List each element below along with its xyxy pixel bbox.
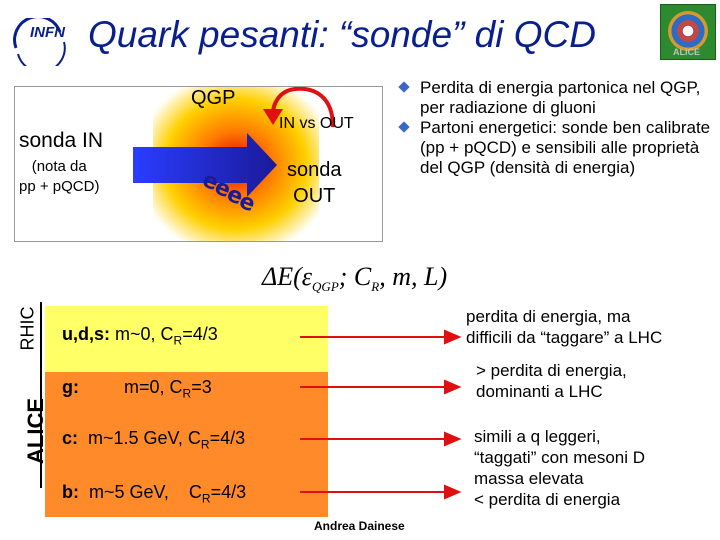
in-vs-out-label: IN vs OUT	[279, 115, 354, 132]
row-bottom: b: m~5 GeV, CR=4/3	[62, 482, 246, 506]
row-text: m=0, C	[79, 377, 183, 397]
formula-delta-e: ΔE(ε	[262, 262, 313, 291]
row-gluon: g: m=0, CR=3	[62, 377, 212, 401]
row-text: m~1.5 GeV, C	[78, 428, 201, 448]
row-tail: =4/3	[209, 428, 246, 448]
row-tail: =4/3	[210, 482, 247, 502]
probe-out-line2: OUT	[293, 185, 336, 207]
probe-diagram: e e e e QGP sonda IN (nota da pp + pQCD)…	[14, 86, 383, 242]
probe-in-note-line2: pp + pQCD)	[19, 178, 100, 195]
probe-out-label: sonda OUT	[287, 157, 342, 209]
note-light-quarks: perdita di energia, ma difficili da “tag…	[466, 306, 662, 348]
alice-logo-emblem	[668, 11, 708, 51]
infn-logo-text: INFN	[30, 24, 65, 41]
row-subscript: R	[200, 437, 210, 452]
gluon-radiation-glyphs: e e e e	[199, 167, 259, 217]
alice-logo-text: ALICE	[673, 47, 700, 57]
slide-title: Quark pesanti: “sonde” di QCD	[88, 14, 596, 55]
row-prefix: u,d,s:	[62, 324, 110, 344]
row-prefix: g:	[62, 377, 79, 397]
footer-author: Andrea Dainese	[314, 519, 405, 533]
arrow-light-head	[444, 329, 462, 345]
row-subscript: R	[182, 386, 192, 401]
formula-tail: , m, L)	[379, 262, 448, 291]
qgp-label: QGP	[191, 87, 236, 109]
row-subscript: R	[173, 333, 183, 348]
note-line: perdita di energia, ma	[466, 307, 631, 326]
side-divider	[40, 302, 42, 488]
row-charm: c: m~1.5 GeV, CR=4/3	[62, 428, 245, 452]
heavy-partons-band	[45, 372, 328, 517]
bullet-item: Perdita di energia partonica nel QGP, pe…	[398, 78, 715, 118]
probe-in-note-line1: (nota da	[31, 158, 87, 175]
note-heavy-quarks: simili a q leggeri, “taggati” con mesoni…	[474, 426, 645, 510]
arrow-charm-head	[444, 431, 462, 447]
note-line: dominanti a LHC	[476, 382, 603, 401]
diagram-arrows: e e e e	[133, 87, 335, 217]
arrow-bottom-head	[444, 484, 462, 500]
probe-in-note: (nota da pp + pQCD)	[19, 157, 99, 197]
formula-r-subscript: R	[371, 279, 380, 295]
note-line: simili a q leggeri,	[474, 427, 601, 446]
formula-c: ; C	[338, 262, 372, 291]
bullet-text: Partoni energetici: sonde ben calibrate …	[420, 118, 711, 177]
note-line: massa elevata	[474, 469, 584, 488]
in-vs-out-arrowhead	[263, 109, 283, 125]
row-tail: =3	[191, 377, 212, 397]
bullet-item: Partoni energetici: sonde ben calibrate …	[398, 118, 715, 178]
note-line: difficili da “taggare” a LHC	[466, 328, 663, 347]
alice-logo: ALICE	[660, 4, 716, 60]
row-light-quarks: u,d,s: m~0, CR=4/3	[62, 324, 218, 348]
probe-out-line1: sonda	[287, 159, 342, 181]
note-line: > perdita di energia,	[476, 361, 627, 380]
row-text: m~5 GeV, C	[79, 482, 202, 502]
footer-date: LNL, 22.12.2005	[8, 519, 99, 533]
arrow-gluon-head	[444, 379, 462, 395]
energy-loss-formula: ΔE(εQGP; CR, m, L)	[262, 262, 447, 295]
row-prefix: c:	[62, 428, 79, 448]
row-prefix: b:	[62, 482, 79, 502]
row-tail: =4/3	[182, 324, 218, 344]
in-vs-out-arrow	[271, 87, 335, 128]
note-line: “taggati” con mesoni D	[474, 448, 646, 467]
formula-qgp-subscript: QGP	[312, 279, 339, 295]
bullet-list: Perdita di energia partonica nel QGP, pe…	[398, 78, 715, 178]
note-gluon: > perdita di energia, dominanti a LHC	[476, 360, 627, 402]
probe-in-label: sonda IN	[19, 129, 104, 152]
note-line: < perdita di energia	[474, 490, 621, 509]
light-partons-band	[45, 306, 328, 372]
probe-in-arrow	[133, 133, 277, 197]
row-text: m~0, C	[110, 324, 174, 344]
bullet-text: Perdita di energia partonica nel QGP, pe…	[420, 78, 701, 117]
row-subscript: R	[201, 491, 211, 506]
